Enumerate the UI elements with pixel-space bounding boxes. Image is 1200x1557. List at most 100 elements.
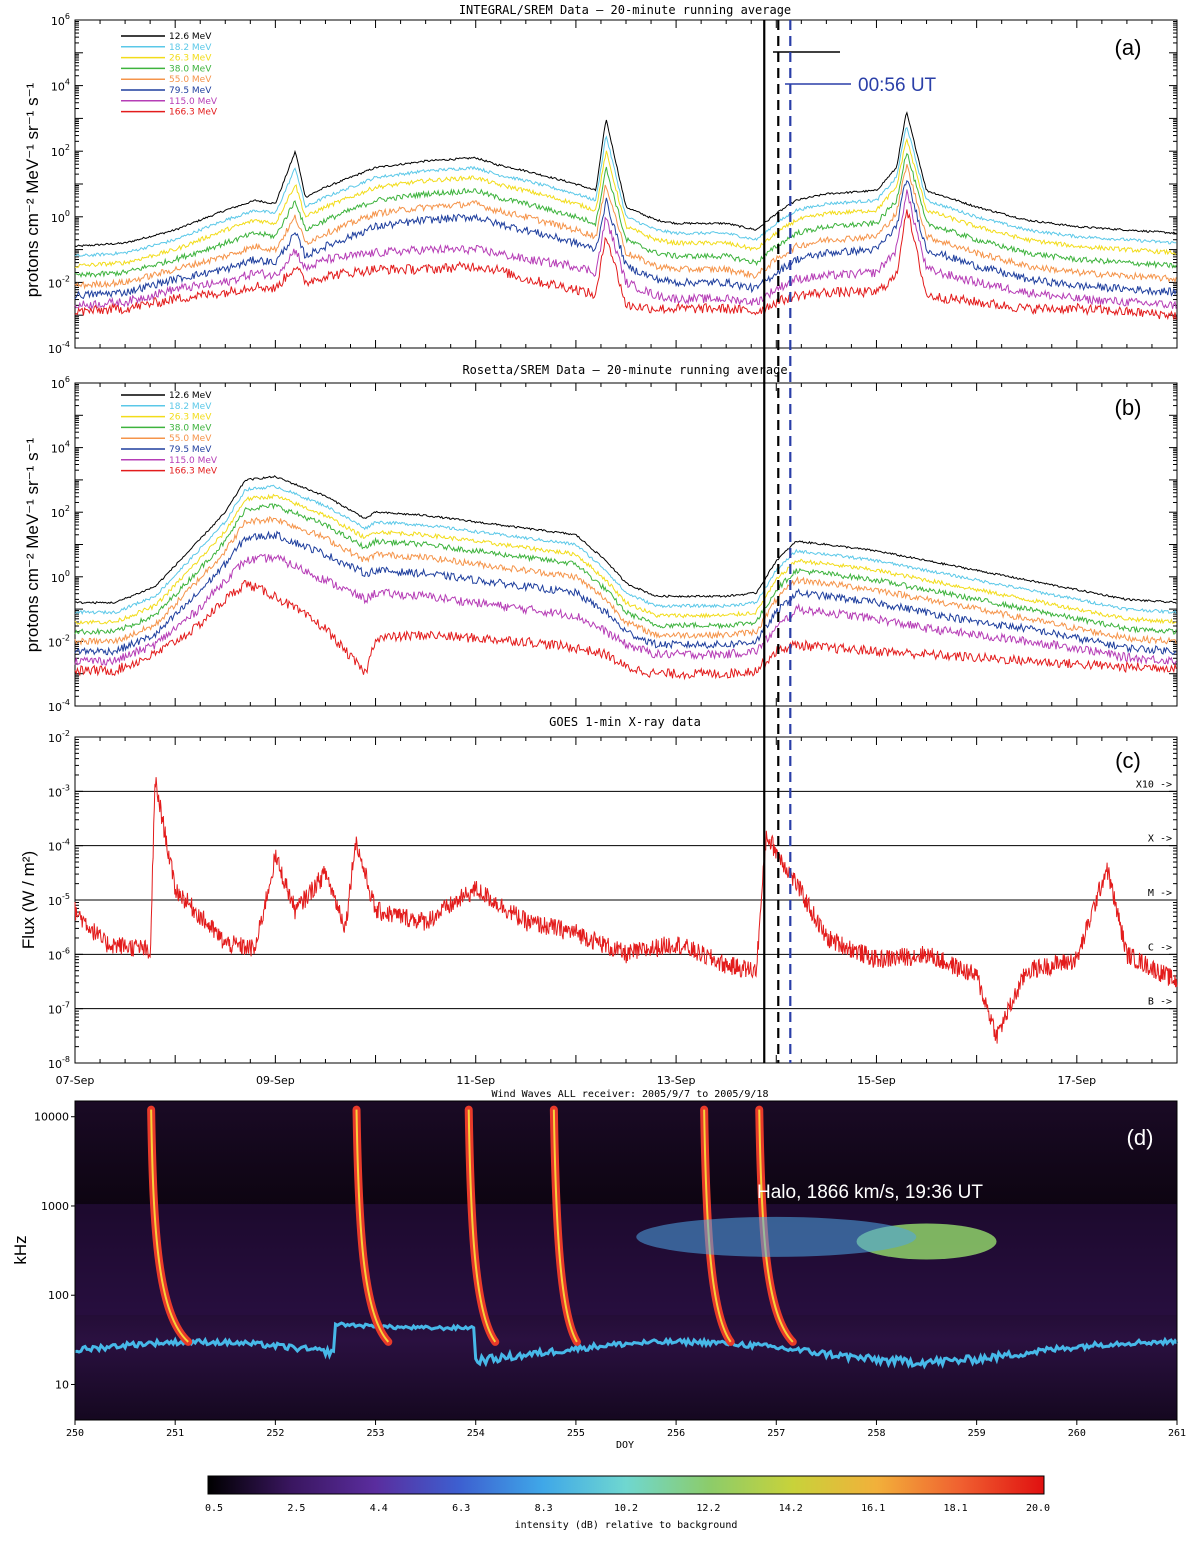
y-tick-label: 106 [51,12,70,28]
series-line [74,553,1177,666]
plot-frame [74,19,1178,349]
y-tick-label: 102 [51,143,70,159]
colorbar-tick-label: 2.5 [287,1503,305,1514]
freq-tick-label: 10 [55,1378,69,1391]
series-line [74,530,1177,656]
series-line [74,209,1177,321]
doy-tick-label: 250 [66,1428,84,1439]
panel-a-label: (a) [1115,35,1142,60]
flare-class-label: M -> [1148,888,1172,899]
y-tick-label: 10-2 [48,729,70,745]
series-line [74,164,1177,290]
legend-label: 55.0 MeV [169,434,212,444]
colorbar-tick-label: 12.2 [696,1503,720,1514]
y-tick-label: 102 [51,504,70,520]
flare-class-label: X10 -> [1136,779,1172,790]
y-tick-label: 10-2 [48,633,70,649]
y-tick-label: 104 [51,440,70,456]
colorbar-ticks: 0.5 2.5 4.4 6.3 8.3 10.2 12.2 14.2 16.1 18.1 20.0 [205,1503,1050,1514]
panel-b: Rosetta/SREM Data – 20-minute running av… [23,363,1178,714]
series-line [74,493,1177,625]
type-ii-emission [636,1216,917,1257]
series-line [74,515,1177,646]
date-tick-label: 13-Sep [657,1074,696,1087]
plot-frame [74,1100,1178,1421]
date-tick-label: 17-Sep [1057,1074,1096,1087]
legend-label: 18.2 MeV [169,43,212,53]
legend-label: 18.2 MeV [169,402,212,412]
y-tick-label: 10-5 [48,892,70,908]
date-tick-label: 11-Sep [456,1074,495,1087]
legend-label: 12.6 MeV [169,32,212,42]
series-line [74,111,1177,248]
colorbar-tick-label: 18.1 [944,1503,968,1514]
panel-d-plot: 10000 1000 100 10 250 251 252 253 254 255 256 257 25… [34,1100,1186,1439]
doy-tick-label: 252 [266,1428,284,1439]
rad-band [75,1204,1177,1316]
panel-c-label: (c) [1115,748,1141,773]
legend-label: 115.0 MeV [169,97,218,107]
legend-label: 12.6 MeV [169,391,212,401]
doy-tick-label: 256 [667,1428,685,1439]
freq-tick-label: 10000 [34,1111,69,1124]
y-tick-label: 10-4 [48,340,70,356]
legend-label: 115.0 MeV [169,456,218,466]
legend-label: 79.5 MeV [169,86,212,96]
series-line [74,189,1177,310]
y-tick-label: 104 [51,78,70,94]
series-line [74,126,1177,258]
colorbar-tick-label: 4.4 [370,1503,388,1514]
panel-a-annotation: 00:56 UT [773,51,937,96]
date-tick-label: 07-Sep [56,1074,95,1087]
colorbar-gradient [207,1475,1045,1495]
panel-b-ylabel: protons cm⁻² MeV⁻¹ sr⁻¹ s⁻¹ [23,437,42,652]
y-tick-label: 100 [51,569,70,585]
y-tick-label: 10-4 [48,838,70,854]
doy-tick-label: 259 [968,1428,986,1439]
goes-flux-line [74,777,1178,1044]
radio-burst-core [150,1109,189,1343]
series-line [74,137,1177,268]
panel-c: GOES 1-min X-ray data (c) Flux (W / m²) … [19,715,1178,1087]
plasma-line [74,1321,1179,1370]
colorbar-tick-label: 0.5 [205,1503,223,1514]
y-tick-label: 100 [51,209,70,225]
series-line [74,152,1177,279]
series-line [74,179,1177,300]
legend-label: 26.3 MeV [169,54,212,64]
panel-c-ylabel: Flux (W / m²) [19,851,38,949]
legend-label: 38.0 MeV [169,423,212,433]
radio-burst-core [467,1109,497,1343]
series-line [74,580,1177,681]
y-tick-label: 106 [51,375,70,391]
colorbar-tick-label: 14.2 [779,1503,803,1514]
panel-d-label: (d) [1127,1125,1154,1150]
radio-burst-core [355,1109,390,1343]
y-tick-label: 10-3 [48,783,70,799]
flare-class-label: C -> [1148,942,1172,953]
legend-label: 26.3 MeV [169,413,212,423]
doy-tick-label: 257 [767,1428,785,1439]
panel-d-title: Wind Waves ALL receiver: 2005/9/7 to 200… [492,1089,769,1100]
legend-label: 166.3 MeV [169,108,218,118]
colorbar-label: intensity (dB) relative to background [515,1520,738,1531]
panel-a-title: INTEGRAL/SREM Data – 20-minute running a… [459,3,791,17]
colorbar: 0.5 2.5 4.4 6.3 8.3 10.2 12.2 14.2 16.1 18.1 20.0 … [205,1475,1050,1531]
flare-class-label: B -> [1148,997,1172,1008]
doy-tick-label: 260 [1068,1428,1086,1439]
colorbar-tick-label: 16.1 [861,1503,885,1514]
panel-c-title: GOES 1-min X-ray data [549,715,701,729]
panel-a-time-label: 00:56 UT [858,75,937,96]
series-line [74,503,1177,636]
y-tick-label: 10-8 [48,1055,70,1071]
doy-tick-label: 251 [166,1428,184,1439]
colorbar-tick-label: 6.3 [452,1503,470,1514]
doy-tick-label: 255 [567,1428,585,1439]
y-tick-label: 10-4 [48,698,70,714]
panel-d-ylabel: kHz [11,1235,30,1264]
doy-tick-label: 254 [467,1428,485,1439]
event-lines [763,20,792,1063]
